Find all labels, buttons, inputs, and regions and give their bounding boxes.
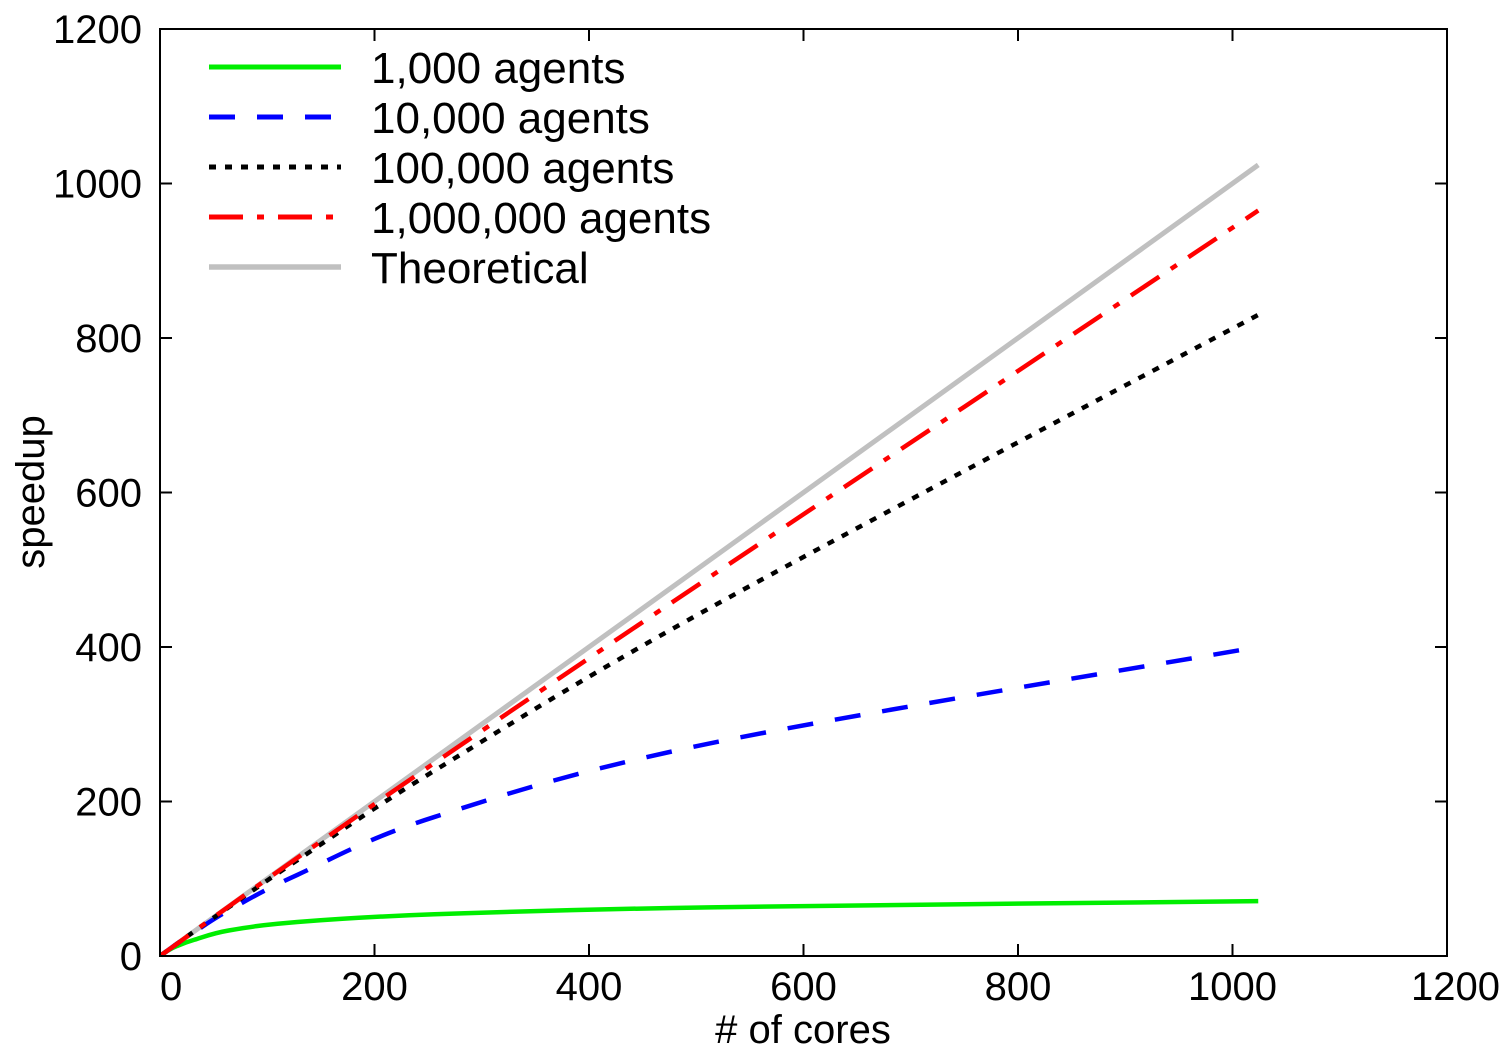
y-tick-label: 1000 (53, 163, 142, 207)
x-tick-label: 1200 (1411, 965, 1500, 1009)
x-axis-title: # of cores (715, 1008, 891, 1050)
y-axis-title: speedup (9, 415, 53, 568)
legend-label: 1,000 agents (371, 44, 625, 93)
x-tick-label: 400 (556, 965, 623, 1009)
x-tick-label: 1000 (1188, 965, 1277, 1009)
tick-labels: 0 200 400 600 800 1000 1200 0 200 400 600 800 1000 12… (53, 8, 1500, 1009)
y-tick-label: 0 (120, 935, 142, 979)
series-line-4 (159, 162, 1260, 958)
x-tick-label: 0 (160, 965, 182, 1009)
legend-label: 100,000 agents (371, 144, 674, 193)
series-line-0 (159, 898, 1259, 958)
plot-lines (159, 162, 1260, 958)
axis-ticks (159, 28, 1448, 957)
y-tick-label: 1200 (53, 8, 142, 52)
x-tick-label: 200 (341, 965, 408, 1009)
y-tick-label: 800 (75, 317, 142, 361)
legend-label: Theoretical (371, 244, 589, 293)
x-tick-label: 800 (985, 965, 1052, 1009)
y-tick-label: 600 (75, 472, 142, 516)
y-tick-label: 400 (75, 626, 142, 670)
series-line-2 (159, 312, 1260, 958)
legend-label: 1,000,000 agents (371, 194, 711, 243)
y-tick-label: 200 (75, 781, 142, 825)
series-line-3 (159, 208, 1260, 958)
x-tick-label: 600 (770, 965, 837, 1009)
legend-label: 10,000 agents (371, 94, 650, 143)
